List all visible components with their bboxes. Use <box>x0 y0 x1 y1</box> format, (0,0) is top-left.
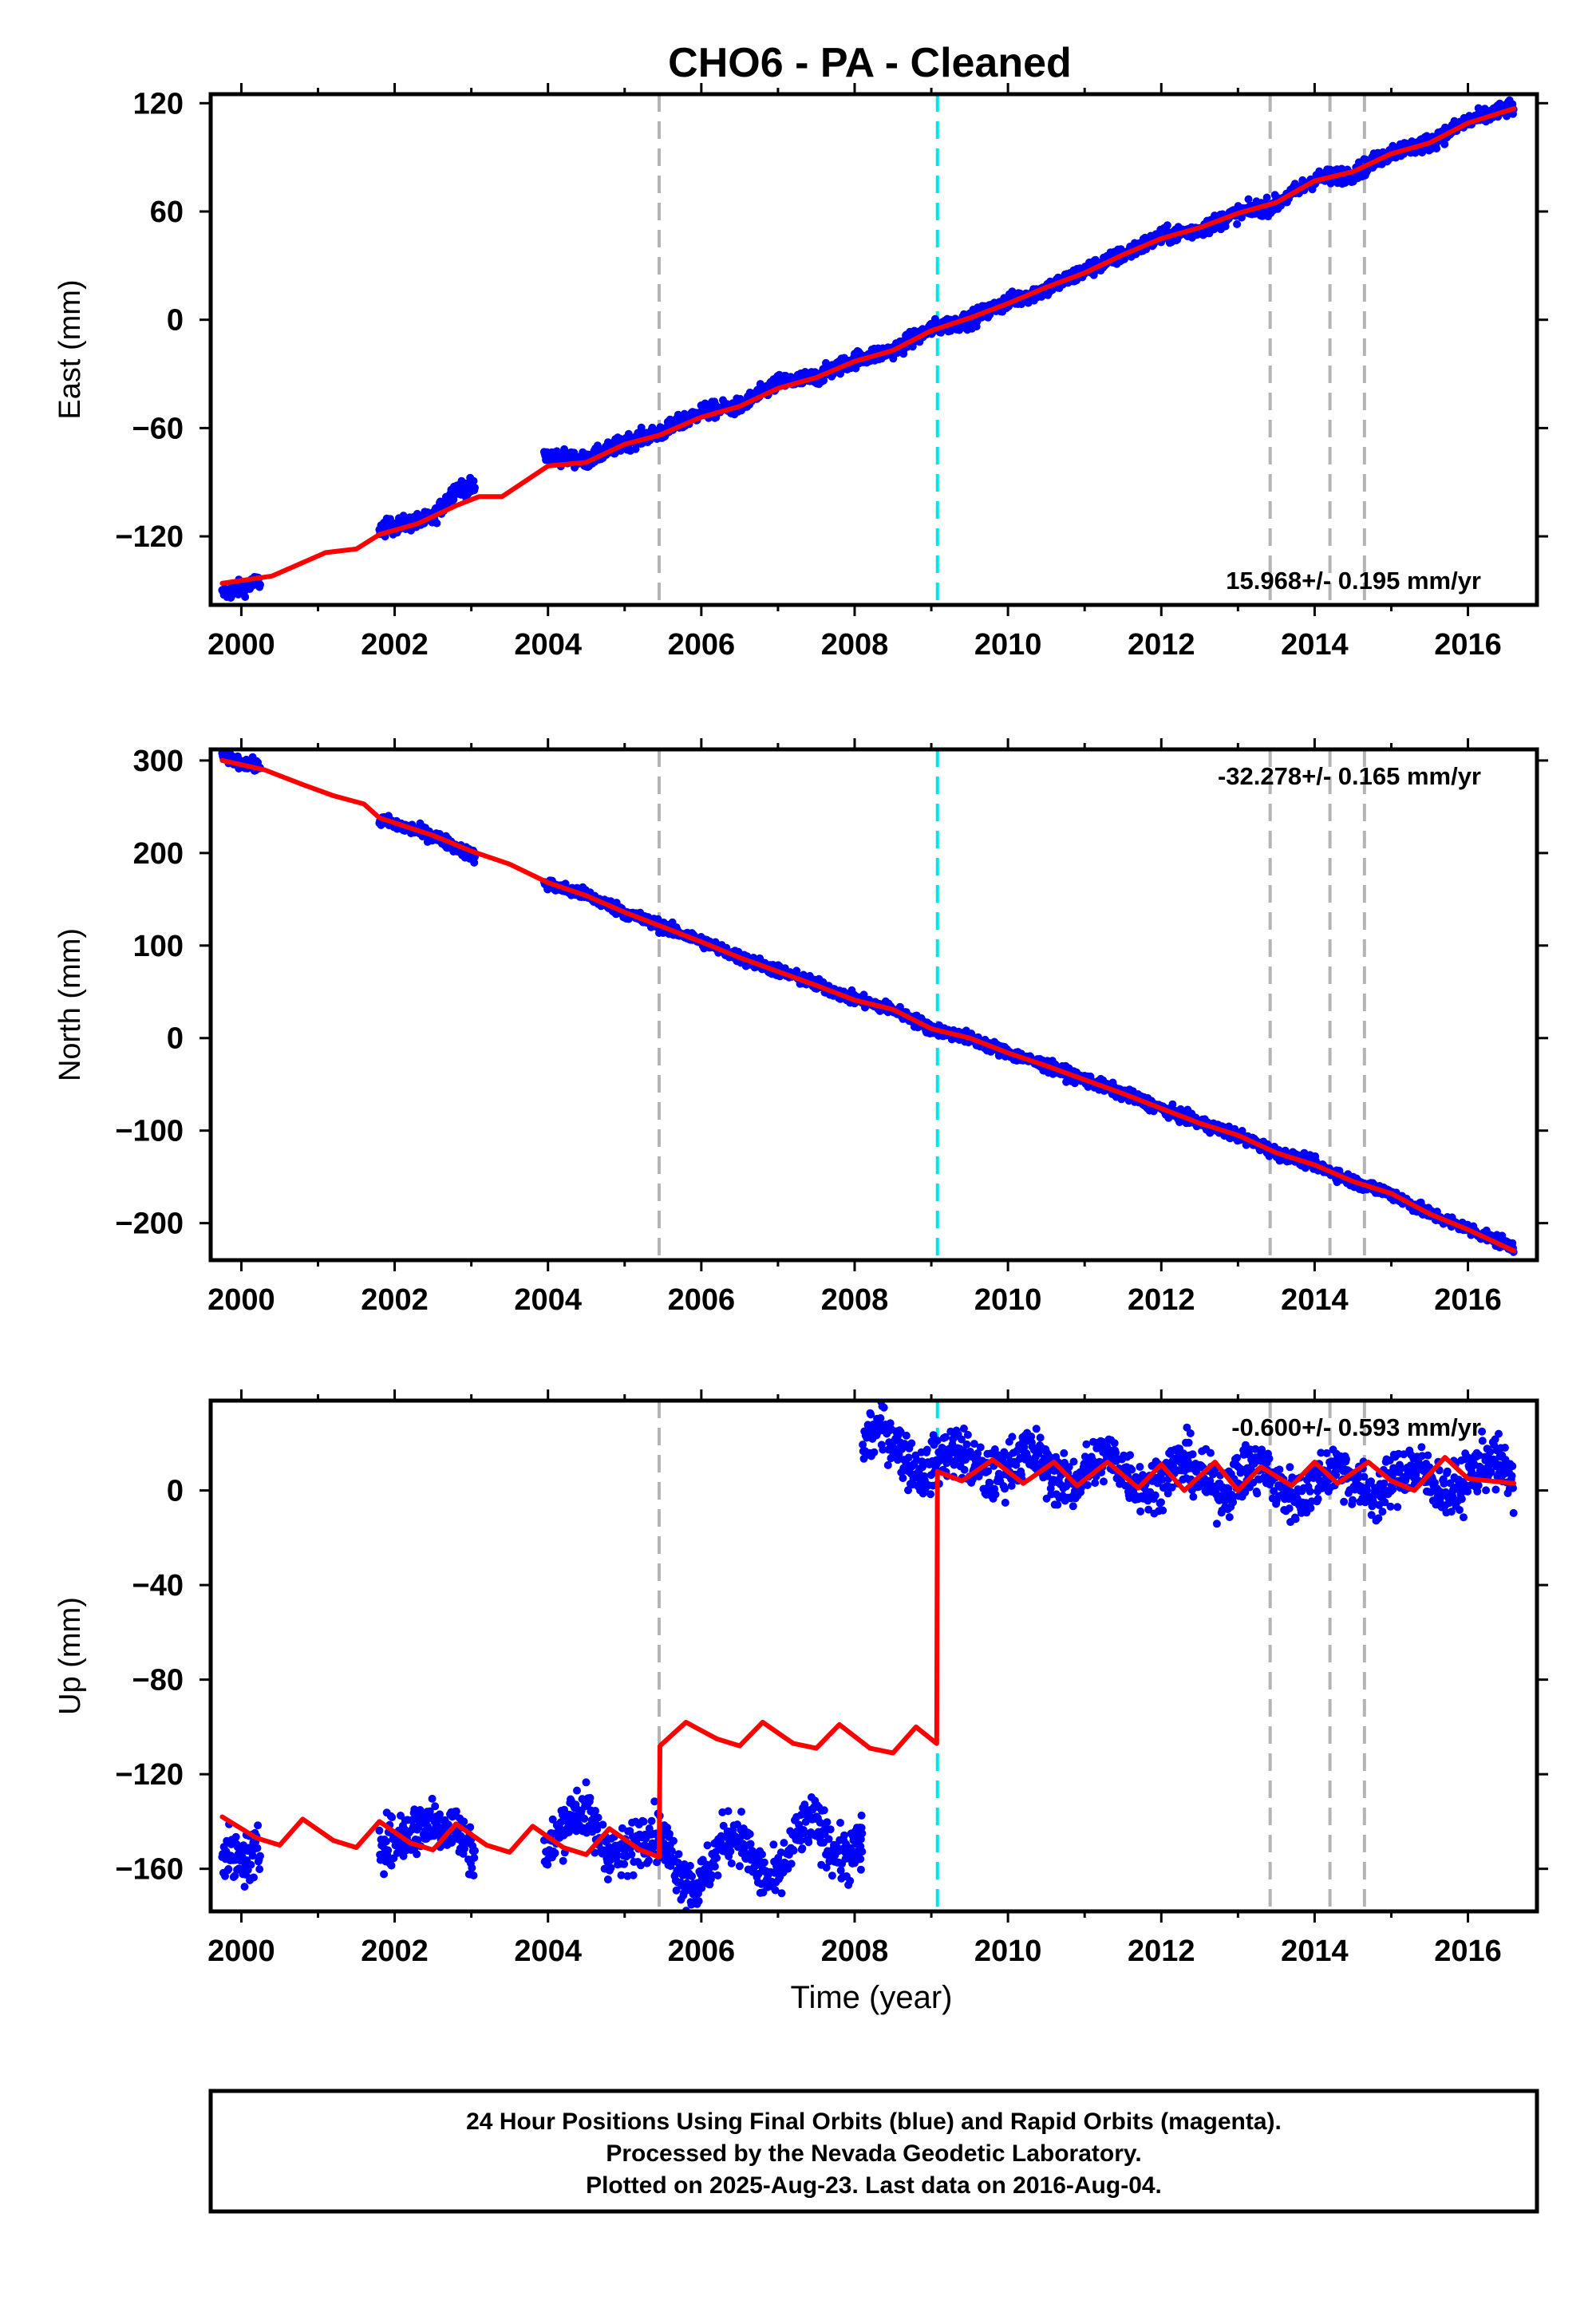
x-tick-label: 2004 <box>514 628 582 662</box>
x-tick-label: 2002 <box>361 1283 429 1317</box>
x-tick-label: 2004 <box>514 1283 582 1317</box>
x-tick-label: 2004 <box>514 1935 582 1968</box>
y-axis-label: East (mm) <box>53 279 87 419</box>
y-tick-label: −40 <box>132 1569 184 1603</box>
plot-frame <box>208 92 1539 607</box>
y-tick-label: 60 <box>150 196 184 229</box>
y-tick-label: 300 <box>133 745 184 778</box>
y-tick-label: 200 <box>133 837 184 871</box>
panel-north: 2000 2002 2004 2006 2008 2010 2012 2014 2016−200… <box>53 738 1548 1317</box>
footer-line: Plotted on 2025-Aug-23. Last data on 201… <box>586 2172 1162 2199</box>
plot-area <box>218 1401 1518 1911</box>
y-tick-label: 0 <box>167 1022 184 1056</box>
panel-east: 2000 2002 2004 2006 2008 2010 2012 2014 2016 −120… <box>53 83 1548 662</box>
x-tick-label: 2016 <box>1434 1283 1502 1317</box>
footer-line: 24 Hour Positions Using Final Orbits (bl… <box>466 2109 1282 2135</box>
rate-label: 15.968+/- 0.195 mm/yr <box>1226 567 1481 595</box>
footer-line: Processed by the Nevada Geodetic Laborat… <box>606 2140 1141 2167</box>
y-tick-label: 120 <box>133 87 184 121</box>
x-tick-label: 2014 <box>1281 628 1349 662</box>
y-axis-label: North (mm) <box>53 928 87 1081</box>
figure-title: CHO6 - PA - Cleaned <box>668 40 1072 86</box>
data-points <box>218 96 1518 602</box>
x-tick-label: 2002 <box>361 1935 429 1968</box>
x-tick-label: 2006 <box>668 1935 736 1968</box>
x-tick-label: 2008 <box>821 1935 889 1968</box>
x-tick-label: 2000 <box>207 1935 275 1968</box>
y-tick-label: −160 <box>115 1853 184 1887</box>
x-tick-label: 2014 <box>1281 1283 1349 1317</box>
y-tick-label: 0 <box>167 304 184 338</box>
x-tick-label: 2000 <box>207 628 275 662</box>
x-tick-label: 2012 <box>1128 1283 1195 1317</box>
x-tick-label: 2006 <box>668 1283 736 1317</box>
footer-frame <box>208 2089 1539 2214</box>
x-tick-label: 2008 <box>821 628 889 662</box>
x-tick-label: 2006 <box>668 628 736 662</box>
x-tick-label: 2016 <box>1434 628 1502 662</box>
model-line <box>219 1455 1517 1860</box>
x-tick-label: 2002 <box>361 628 429 662</box>
rate-label: -32.278+/- 0.165 mm/yr <box>1218 762 1481 790</box>
y-tick-label: −100 <box>115 1115 184 1148</box>
x-tick-label: 2010 <box>974 628 1042 662</box>
plot-area <box>218 749 1518 1260</box>
model-line <box>219 106 1517 586</box>
x-tick-label: 2008 <box>821 1283 889 1317</box>
y-tick-label: −120 <box>115 1758 184 1792</box>
x-tick-label: 2016 <box>1434 1935 1502 1968</box>
model-line <box>219 757 1517 1254</box>
y-tick-label: 0 <box>167 1475 184 1508</box>
x-tick-label: 2012 <box>1128 1935 1195 1968</box>
panel-up: 2000 2002 2004 2006 2008 2010 2012 2014 2016 −160… <box>53 1389 1548 1968</box>
y-axis-label: Up (mm) <box>53 1597 87 1715</box>
plot-frame <box>208 1398 1539 1914</box>
x-tick-label: 2000 <box>207 1283 275 1317</box>
plot-frame <box>208 747 1539 1263</box>
x-tick-label: 2012 <box>1128 628 1195 662</box>
y-tick-label: −80 <box>132 1664 184 1697</box>
y-tick-label: −60 <box>132 412 184 445</box>
x-axis-label: Time (year) <box>791 1980 953 2015</box>
rate-label: -0.600+/- 0.593 mm/yr <box>1231 1413 1481 1441</box>
y-tick-label: 100 <box>133 930 184 963</box>
plot-area <box>218 94 1518 605</box>
y-tick-label: −200 <box>115 1207 184 1241</box>
footer-box: 24 Hour Positions Using Final Orbits (bl… <box>208 2089 1539 2214</box>
x-tick-label: 2014 <box>1281 1935 1349 1968</box>
y-tick-label: −120 <box>115 520 184 554</box>
x-tick-label: 2010 <box>974 1283 1042 1317</box>
x-tick-label: 2010 <box>974 1935 1042 1968</box>
